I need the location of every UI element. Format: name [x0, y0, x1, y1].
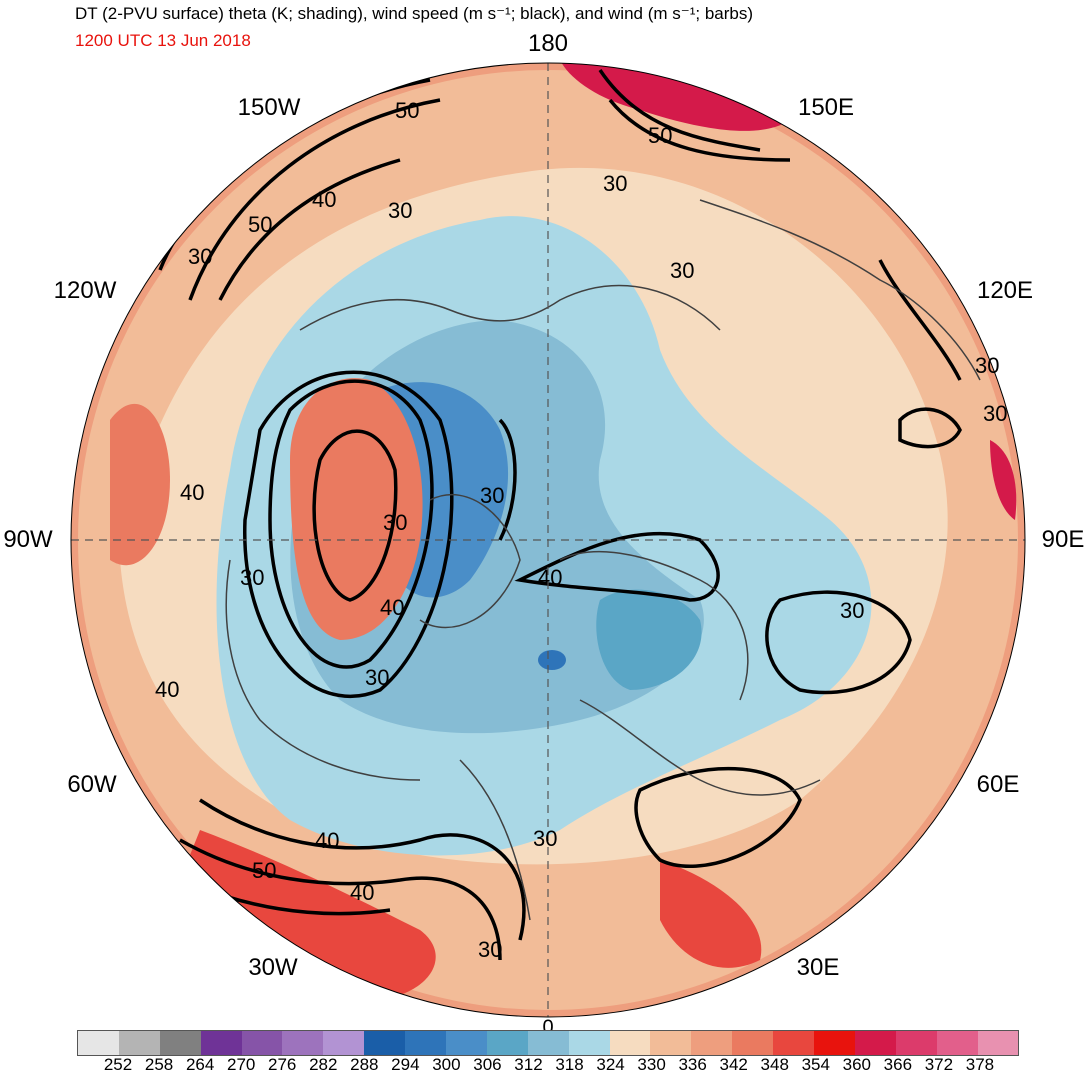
colorbar-swatch: [609, 1031, 651, 1055]
colorbar-swatch: [364, 1031, 406, 1055]
colorbar-tick-label: 306: [473, 1055, 502, 1074]
colorbar-swatch: [200, 1031, 242, 1055]
contour-label: 50: [395, 98, 419, 123]
colorbar-tick-label: 378: [965, 1055, 995, 1074]
colorbar-tick-label: 324: [596, 1055, 625, 1074]
contour-label: 40: [538, 565, 562, 590]
contour-label: 30: [480, 483, 504, 508]
contour-label: 50: [248, 212, 272, 237]
lon-label-150w: 150W: [237, 94, 301, 121]
colorbar-tick-label: 366: [883, 1055, 913, 1074]
colorbar-swatch: [895, 1031, 937, 1055]
colorbar-swatch: [568, 1031, 610, 1055]
polar-map: 50 40 30 50 30 50 30 30 40 30 40 30 30 4…: [70, 62, 1026, 1018]
colorbar-tick-label: 252: [103, 1055, 133, 1074]
colorbar-swatch: [446, 1031, 487, 1055]
contour-label: 40: [312, 187, 336, 212]
contour-label: 40: [380, 595, 404, 620]
contour-label: 40: [155, 677, 179, 702]
lon-label-0: 0: [542, 1016, 554, 1039]
colorbar-ticks: 252 258 264 270 276 282 288 294 300 306 312 318 324 3…: [77, 1055, 1021, 1075]
colorbar-swatch: [282, 1031, 324, 1055]
valid-time: 1200 UTC 13 Jun 2018: [75, 31, 251, 50]
colorbar-tick-label: 276: [268, 1055, 297, 1074]
colorbar-swatch: [118, 1031, 160, 1055]
colorbar-swatch: [527, 1031, 569, 1055]
colorbar-tick-label: 258: [144, 1055, 174, 1074]
lon-label-180: 180: [527, 30, 569, 57]
colorbar-swatch: [773, 1031, 815, 1055]
contour-label: 30: [365, 665, 389, 690]
lon-label-90w: 90W: [3, 526, 53, 553]
contour-label: 30: [603, 171, 627, 196]
contour-label: 30: [188, 244, 212, 269]
colorbar-tick-label: 372: [924, 1055, 954, 1074]
lon-label-120w: 120W: [53, 277, 117, 304]
lon-label-60e: 60E: [976, 771, 1020, 798]
colorbar-swatch: [936, 1031, 978, 1055]
lon-label-150e: 150E: [797, 94, 855, 121]
colorbar-swatch: [159, 1031, 201, 1055]
colorbar-tick-label: 342: [719, 1055, 748, 1074]
contour-label: 30: [383, 510, 407, 535]
contour-label: 30: [983, 401, 1007, 426]
colorbar-tick-label: 312: [514, 1055, 543, 1074]
colorbar-swatch: [977, 1031, 1019, 1055]
lon-label-60w: 60W: [67, 771, 117, 798]
colorbar-swatch: [854, 1031, 896, 1055]
contour-label: 40: [180, 480, 204, 505]
contour-label: 30: [670, 258, 694, 283]
colorbar-tick-label: 288: [350, 1055, 379, 1074]
contour-label: 30: [240, 565, 264, 590]
colorbar-swatch: [650, 1031, 692, 1055]
colorbar-swatch: [405, 1031, 447, 1055]
colorbar-tick-label: 354: [801, 1055, 830, 1074]
colorbar-tick-label: 330: [637, 1055, 666, 1074]
lon-label-30e: 30E: [796, 954, 840, 981]
lon-label-90e: 90E: [1041, 526, 1085, 553]
colorbar-tick-label: 336: [678, 1055, 707, 1074]
map-title: DT (2-PVU surface) theta (K; shading), w…: [75, 4, 754, 23]
coastlines: [225, 199, 981, 921]
colorbar-swatch: [814, 1031, 855, 1055]
contour-label: 30: [388, 198, 412, 223]
colorbar-tick-label: 270: [226, 1055, 256, 1074]
lon-label-120e: 120E: [976, 277, 1034, 304]
contour-label-group: 50 40 30 50 30 50 30 30 40 30 40 30 30 4…: [155, 98, 1007, 962]
colorbar-swatch: [241, 1031, 283, 1055]
lon-label-30w: 30W: [248, 954, 298, 981]
colorbar: [77, 1030, 1020, 1056]
colorbar-swatch: [78, 1031, 119, 1055]
contour-label: 50: [648, 123, 672, 148]
contour-label: 30: [533, 826, 557, 851]
colorbar-swatch: [323, 1031, 365, 1055]
colorbar-tick-label: 348: [760, 1055, 789, 1074]
contour-label: 30: [478, 937, 502, 962]
colorbar-tick-label: 264: [185, 1055, 215, 1074]
contour-label: 50: [252, 858, 276, 883]
graticule: [71, 63, 1025, 1017]
colorbar-swatch: [486, 1031, 528, 1055]
contour-label: 40: [315, 828, 339, 853]
colorbar-tick-label: 360: [842, 1055, 871, 1074]
colorbar-tick-label: 300: [432, 1055, 461, 1074]
contour-label: 30: [975, 353, 999, 378]
colorbar-tick-label: 318: [555, 1055, 584, 1074]
map-boundary: [70, 62, 1026, 1018]
colorbar-tick-label: 282: [309, 1055, 338, 1074]
colorbar-swatch: [691, 1031, 733, 1055]
contour-label: 30: [840, 598, 864, 623]
colorbar-swatch: [732, 1031, 774, 1055]
contour-label: 40: [350, 880, 374, 905]
colorbar-tick-label: 294: [391, 1055, 420, 1074]
